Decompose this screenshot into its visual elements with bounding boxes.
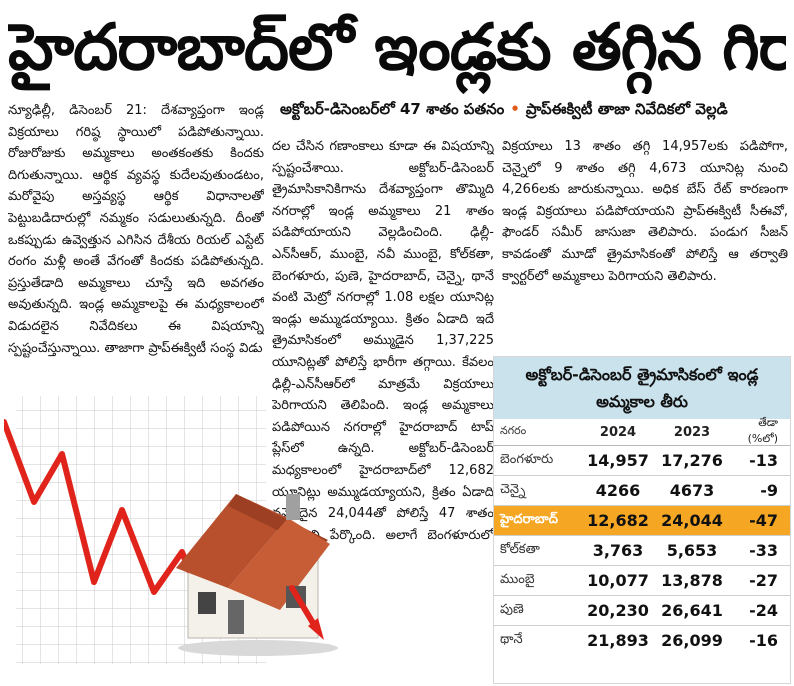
row-2024: 14,957 (587, 451, 649, 470)
row-diff: -47 (749, 511, 778, 530)
row-2023: 26,641 (661, 601, 723, 620)
row-city: కోల్‌కతా (500, 541, 540, 557)
table-row: ముంబై 10,077 13,878 -27 (494, 566, 790, 596)
row-diff: -27 (749, 571, 778, 590)
row-2024: 20,230 (587, 601, 649, 620)
table-row-highlighted: హైదరాబాద్‌ 12,682 24,044 -47 (494, 506, 790, 536)
header-2023: 2023 (673, 424, 711, 440)
table-title: అక్టోబర్‌-డిసెంబర్‌ త్రైమాసికంలో ఇండ్ల అ… (494, 357, 790, 419)
row-2024: 12,682 (587, 511, 649, 530)
table-row: కోల్‌కతా 3,763 5,653 -33 (494, 536, 790, 566)
row-diff: -24 (749, 601, 778, 620)
header-city: నగరం (500, 424, 527, 437)
row-2023: 17,276 (661, 451, 723, 470)
row-2024: 4266 (595, 481, 641, 500)
row-2023: 13,878 (661, 571, 723, 590)
table-header-row: నగరం 2024 2023 తేడా (%లో) (494, 416, 790, 446)
article-column-3: విక్రయాలు 13 శాతం తగ్గి 14,957లకు పడిపోగ… (502, 139, 788, 284)
row-diff: -9 (760, 481, 778, 500)
table-row: చెన్నై 4266 4673 -9 (494, 476, 790, 506)
row-2023: 24,044 (661, 511, 723, 530)
house-icon (176, 494, 338, 656)
table-row: థానే 21,893 26,099 -16 (494, 626, 790, 655)
subheadline: అక్టోబర్‌-డిసెంబర్‌లో 47 శాతం పతనం • ప్రాప… (280, 100, 790, 126)
row-city: హైదరాబాద్‌ (500, 511, 558, 527)
row-2024: 10,077 (587, 571, 649, 590)
sales-table: అక్టోబర్‌-డిసెంబర్‌ త్రైమాసికంలో ఇండ్ల అ… (493, 356, 791, 684)
header-2024: 2024 (599, 424, 637, 440)
row-city: చెన్నై (500, 481, 526, 497)
row-2024: 3,763 (592, 541, 644, 560)
row-2024: 21,893 (587, 631, 649, 650)
row-city: బెంగళూరు (500, 451, 554, 467)
row-2023: 26,099 (661, 631, 723, 650)
subhead-separator: • (510, 100, 520, 118)
row-diff: -13 (749, 451, 778, 470)
row-city: థానే (500, 631, 523, 647)
header-diff: తేడా (%లో) (747, 416, 778, 445)
row-diff: -33 (749, 541, 778, 560)
table-row: పుణె 20,230 26,641 -24 (494, 596, 790, 626)
table-row: బెంగళూరు 14,957 17,276 -13 (494, 446, 790, 476)
row-city: పుణె (500, 601, 524, 617)
subhead-part-2: ప్రాప్‌ఈక్విటీ తాజా నివేదికలో వెల్లడి (525, 100, 728, 118)
row-2023: 5,653 (666, 541, 718, 560)
article-column-1: న్యూఢిల్లీ, డిసెంబర్‌ 21: దేశవ్యాప్తంగా … (8, 103, 264, 356)
row-2023: 4673 (669, 481, 715, 500)
row-diff: -16 (749, 631, 778, 650)
article-column-2: దల చేసిన గణాంకాలు కూడా ఈ విషయాన్ని స్పష్… (272, 139, 494, 564)
subhead-part-1: అక్టోబర్‌-డిసెంబర్‌లో 47 శాతం పతనం (280, 100, 505, 118)
downward-trend-line (4, 419, 207, 610)
row-city: ముంబై (500, 571, 535, 587)
headline: హైదరాబాద్‌లో ఇండ్లకు తగ్గిన గిరాకీ (8, 11, 786, 85)
